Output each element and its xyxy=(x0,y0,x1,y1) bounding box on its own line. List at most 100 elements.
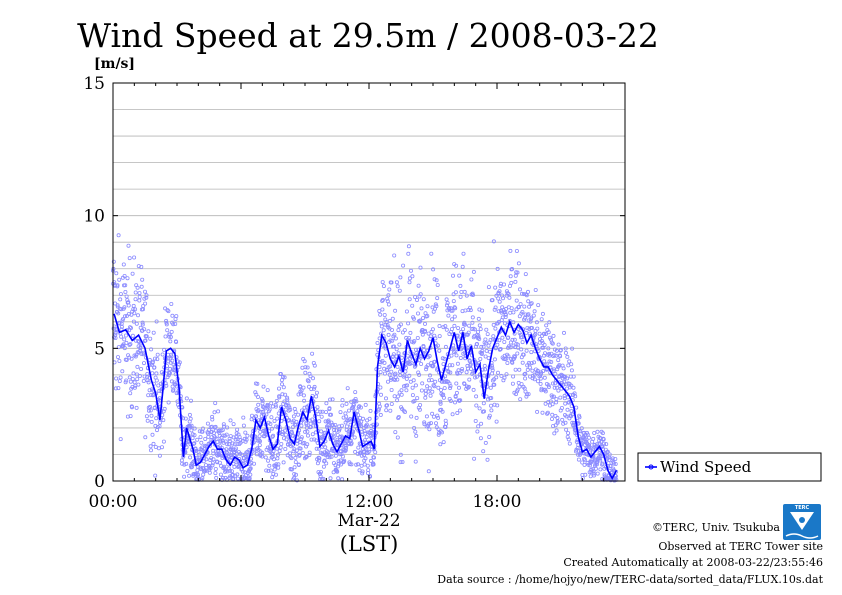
data-point xyxy=(296,462,301,467)
data-point xyxy=(340,398,345,403)
data-point xyxy=(396,414,401,419)
data-point xyxy=(307,452,312,457)
data-point xyxy=(448,385,453,390)
data-point xyxy=(435,296,440,301)
data-point xyxy=(179,458,184,463)
data-point xyxy=(524,293,529,298)
data-point xyxy=(430,327,435,332)
data-point xyxy=(585,460,590,465)
data-point xyxy=(484,348,489,353)
data-point xyxy=(451,292,456,297)
x-tick-label: 06:00 xyxy=(217,492,266,512)
data-point xyxy=(292,406,297,411)
data-point xyxy=(416,370,421,375)
data-point xyxy=(177,360,182,365)
data-point xyxy=(338,462,343,467)
data-point xyxy=(184,461,189,466)
data-point xyxy=(449,353,454,358)
data-point xyxy=(273,402,278,407)
data-point xyxy=(470,292,475,297)
data-point xyxy=(152,356,157,361)
data-point xyxy=(315,405,320,410)
data-point xyxy=(316,412,321,417)
data-point xyxy=(597,456,602,461)
data-point xyxy=(452,323,457,328)
data-point xyxy=(171,322,176,327)
data-point xyxy=(150,432,155,437)
data-point xyxy=(118,437,123,442)
data-point xyxy=(353,390,358,395)
data-point xyxy=(355,462,360,467)
data-point xyxy=(443,324,448,329)
data-point xyxy=(476,316,481,321)
data-point xyxy=(433,379,438,384)
data-point xyxy=(303,365,308,370)
data-point xyxy=(389,369,394,374)
data-point xyxy=(395,364,400,369)
data-point xyxy=(579,426,584,431)
data-point xyxy=(481,449,486,454)
data-point xyxy=(282,428,287,433)
data-point xyxy=(589,459,594,464)
data-point xyxy=(510,266,515,271)
data-point xyxy=(458,294,463,299)
data-point xyxy=(516,261,521,266)
data-point xyxy=(136,264,141,269)
data-point xyxy=(348,416,353,421)
data-point xyxy=(424,414,429,419)
data-point xyxy=(287,405,292,410)
data-point xyxy=(303,429,308,434)
data-point xyxy=(111,259,116,264)
data-point xyxy=(384,408,389,413)
data-point xyxy=(125,414,130,419)
data-point xyxy=(368,458,373,463)
data-point xyxy=(425,384,430,389)
data-point xyxy=(354,399,359,404)
data-point xyxy=(437,348,442,353)
data-point xyxy=(498,281,503,286)
data-point xyxy=(290,425,295,430)
data-point xyxy=(445,365,450,370)
data-point xyxy=(148,336,153,341)
data-point xyxy=(326,450,331,455)
data-point xyxy=(489,408,494,413)
data-point xyxy=(429,378,434,383)
data-point xyxy=(314,446,319,451)
data-point xyxy=(506,335,511,340)
data-point xyxy=(468,308,473,313)
data-point xyxy=(398,373,403,378)
data-point xyxy=(455,371,460,376)
data-point xyxy=(131,303,136,308)
data-point xyxy=(312,437,317,442)
data-point xyxy=(490,298,495,303)
data-point xyxy=(436,432,441,437)
data-point xyxy=(220,427,225,432)
data-point xyxy=(360,416,365,421)
data-point xyxy=(309,387,314,392)
data-point xyxy=(569,368,574,373)
data-point xyxy=(161,418,166,423)
data-point xyxy=(241,423,246,428)
data-point xyxy=(398,460,403,465)
data-point xyxy=(265,388,270,393)
legend: Wind Speed xyxy=(637,452,822,482)
data-point xyxy=(474,341,479,346)
data-point xyxy=(259,409,264,414)
data-point xyxy=(146,380,151,385)
data-point xyxy=(382,312,387,317)
data-point xyxy=(592,473,597,478)
data-point xyxy=(520,291,525,296)
data-point xyxy=(523,376,528,381)
data-point xyxy=(472,327,477,332)
data-point xyxy=(254,414,259,419)
data-point xyxy=(257,439,262,444)
data-point xyxy=(207,470,212,475)
data-point xyxy=(556,342,561,347)
data-point xyxy=(432,277,437,282)
data-point xyxy=(227,468,232,473)
data-point xyxy=(546,383,551,388)
data-point xyxy=(358,405,363,410)
data-point xyxy=(562,393,567,398)
data-point xyxy=(595,471,600,476)
data-point xyxy=(142,327,147,332)
